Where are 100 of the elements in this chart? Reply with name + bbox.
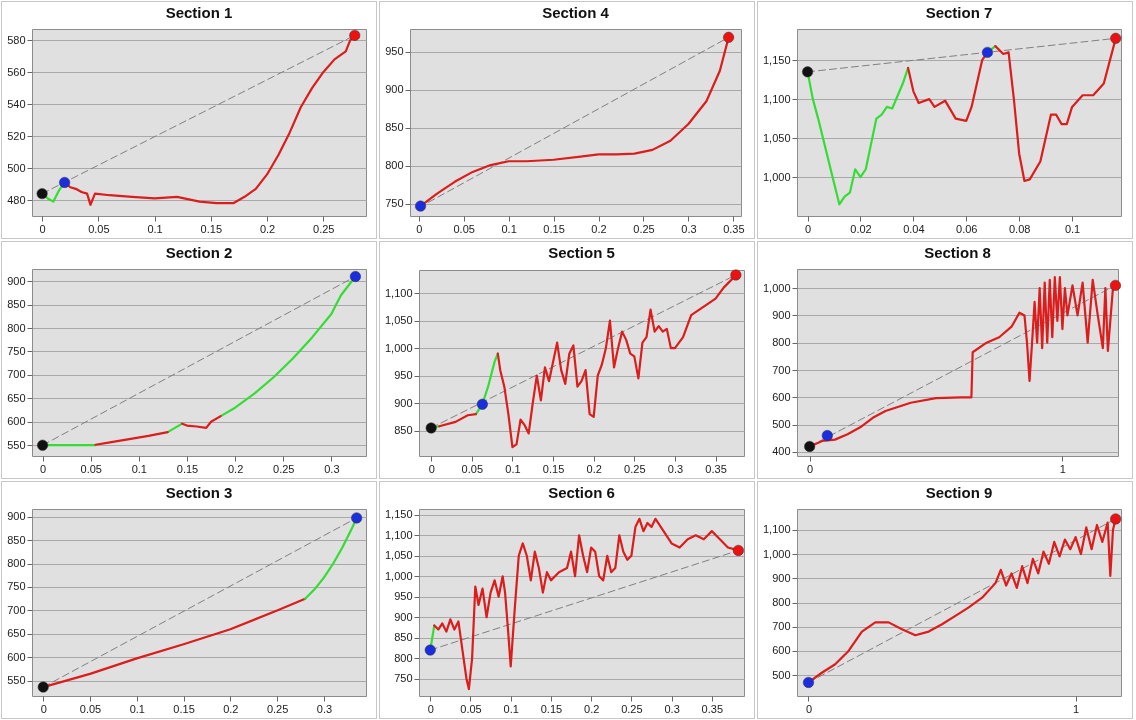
x-tick-label: 0.35 (705, 462, 727, 475)
y-tick-label: 850 (385, 121, 404, 134)
x-tick-label: 0.3 (681, 222, 697, 235)
x-tick-label: 0.35 (701, 702, 724, 715)
x-tick-label: 0.3 (667, 462, 684, 475)
point (1110, 32, 1122, 44)
y-tick-label: 1,050 (762, 131, 791, 144)
y-tick-label: 950 (394, 590, 413, 603)
x-tick-label: 1 (1059, 462, 1066, 475)
x-tick-label: 0.05 (460, 702, 482, 715)
y-tick-label: 480 (7, 193, 26, 206)
x-tick-label: 0.2 (584, 702, 600, 715)
y-tick-label: 1,150 (762, 53, 791, 66)
x-tick-label: 0.25 (633, 222, 655, 235)
x-tick-label: 0.05 (461, 462, 484, 475)
point (981, 46, 993, 58)
point (802, 66, 814, 78)
x-tick-label: 0.1 (1064, 222, 1081, 235)
x-tick-label: 0.05 (88, 222, 110, 235)
x-tick-label: 0.1 (503, 702, 519, 715)
y-tick-label: 400 (772, 445, 791, 458)
x-tick-label: 0.15 (543, 222, 565, 235)
y-tick-label: 600 (7, 415, 26, 428)
y-tick-label: 520 (7, 129, 26, 142)
x-tick-label: 0.15 (173, 702, 195, 715)
x-tick-label: 0.2 (586, 462, 602, 475)
y-tick-label: 800 (7, 321, 26, 334)
chart-title: Section 2 (165, 244, 233, 261)
y-tick-label: 850 (394, 631, 413, 644)
x-tick-label: 0.35 (723, 222, 745, 235)
x-tick-label: 0.05 (79, 702, 102, 715)
y-tick-label: 700 (772, 620, 791, 633)
y-tick-label: 950 (385, 45, 404, 58)
point (36, 188, 48, 200)
y-tick-label: 500 (772, 668, 791, 681)
x-tick-label: 0.05 (80, 462, 102, 475)
x-tick-label: 0.1 (131, 462, 147, 475)
y-tick-label: 1,100 (384, 286, 413, 299)
y-tick-label: 560 (7, 65, 26, 78)
x-tick-label: 0.15 (540, 702, 563, 715)
x-tick-label: 0.08 (1008, 222, 1031, 235)
x-tick-label: 0 (807, 462, 814, 475)
y-tick-label: 750 (394, 672, 413, 685)
y-tick-label: 1,000 (384, 569, 413, 582)
y-tick-label: 700 (7, 368, 26, 381)
y-tick-label: 900 (394, 396, 413, 409)
y-tick-label: 800 (772, 596, 791, 608)
y-tick-label: 1,050 (384, 549, 413, 562)
x-tick-label: 0.25 (273, 462, 295, 475)
chart-title: Section 4 (542, 4, 610, 21)
y-tick-label: 850 (7, 298, 26, 311)
x-tick-label: 0.1 (505, 462, 521, 475)
x-tick-label: 0 (39, 222, 46, 235)
y-tick-label: 1,050 (384, 314, 413, 327)
y-tick-label: 800 (385, 159, 404, 172)
y-tick-label: 800 (394, 651, 413, 664)
x-tick-label: 0.3 (664, 702, 680, 715)
x-tick-label: 0 (805, 702, 813, 715)
y-tick-label: 1,000 (762, 547, 791, 560)
x-tick-label: 0.15 (542, 462, 565, 475)
y-tick-label: 1,100 (762, 523, 791, 536)
y-tick-label: 1,150 (384, 508, 413, 521)
x-tick-label: 0.25 (266, 702, 289, 715)
y-tick-label: 750 (385, 197, 404, 210)
x-tick-label: 0.25 (313, 222, 335, 235)
x-tick-label: 0 (40, 462, 47, 475)
y-tick-label: 500 (772, 418, 791, 431)
y-tick-label: 600 (772, 390, 791, 403)
y-tick-label: 850 (394, 424, 413, 437)
y-tick-label: 950 (394, 369, 413, 382)
y-tick-label: 1,000 (762, 281, 791, 294)
y-tick-label: 800 (772, 336, 791, 349)
x-tick-label: 0.04 (903, 222, 925, 235)
y-tick-label: 500 (7, 161, 26, 174)
x-tick-label: 0 (428, 462, 435, 475)
point (804, 440, 816, 452)
x-tick-label: 0.15 (176, 462, 199, 475)
y-tick-label: 650 (7, 391, 26, 404)
y-tick-label: 900 (7, 274, 26, 287)
x-tick-label: 0 (805, 222, 812, 235)
chart-title: Section 9 (925, 484, 993, 501)
point (476, 398, 488, 410)
x-tick-label: 0.25 (624, 462, 646, 475)
x-tick-label: 0.2 (259, 222, 276, 235)
x-tick-label: 0.3 (316, 702, 333, 715)
y-tick-label: 540 (7, 97, 26, 110)
y-tick-label: 1,100 (762, 92, 791, 105)
y-tick-label: 700 (7, 603, 26, 616)
x-tick-label: 0.25 (621, 702, 643, 715)
x-tick-label: 0 (40, 702, 47, 715)
y-tick-label: 750 (7, 344, 26, 357)
chart-title: Section 1 (165, 4, 233, 21)
point (349, 29, 361, 41)
x-tick-label: 1 (1073, 702, 1080, 715)
x-tick-label: 0 (427, 702, 434, 715)
y-tick-label: 550 (7, 438, 26, 451)
chart-title: Section 3 (165, 484, 233, 501)
y-tick-label: 1,000 (762, 170, 791, 183)
x-tick-label: 0.15 (200, 222, 223, 235)
y-tick-label: 750 (7, 580, 26, 593)
